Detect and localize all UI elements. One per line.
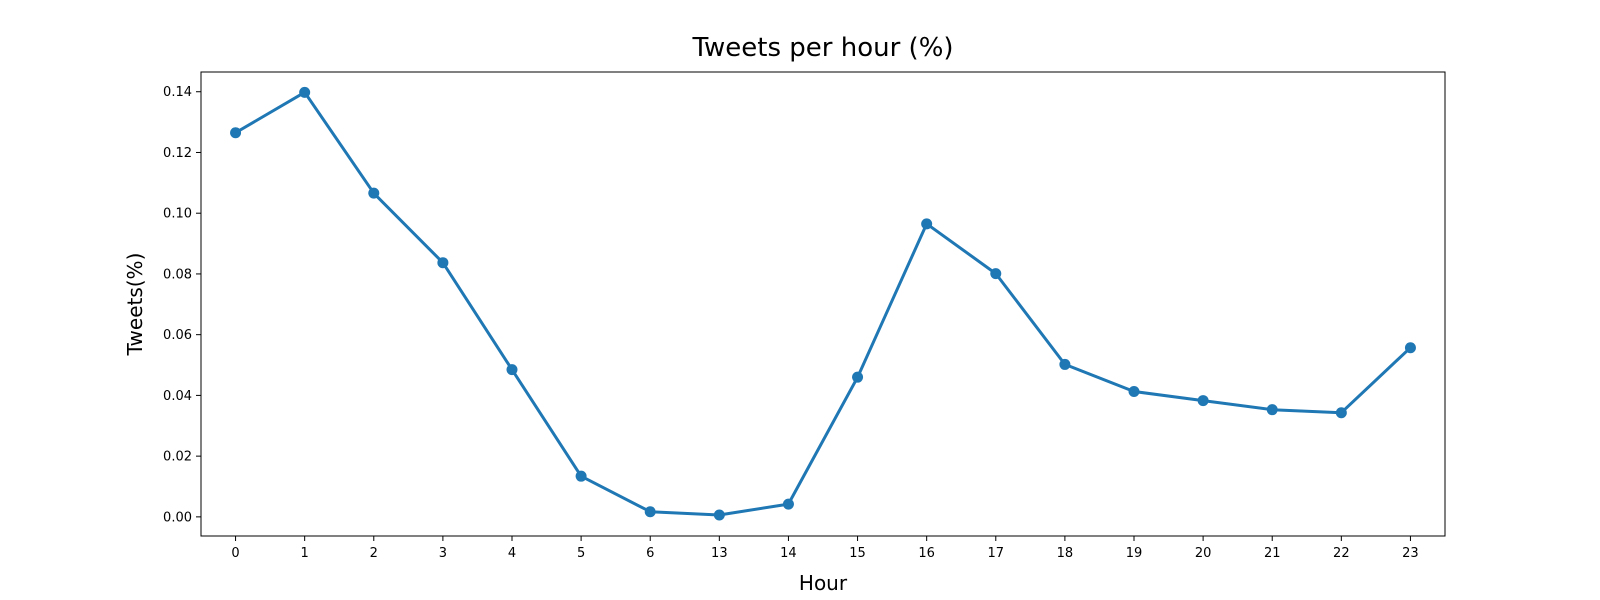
y-tick-label: 0.06: [163, 328, 192, 343]
x-tick-label: 15: [849, 546, 866, 561]
series-line: [234, 90, 1412, 517]
y-tick-label: 0.08: [163, 267, 192, 282]
data-point: [644, 506, 656, 518]
x-tick-label: 3: [439, 546, 447, 561]
y-tick-label: 0.02: [163, 450, 192, 465]
chart-title: Tweets per hour (%): [691, 33, 953, 63]
x-tick-label: 5: [577, 546, 585, 561]
data-point: [437, 257, 449, 269]
data-point: [1197, 395, 1209, 407]
y-tick-label: 0.00: [163, 510, 192, 525]
data-point: [782, 498, 794, 510]
x-tick-label: 21: [1264, 546, 1281, 561]
y-tick-label: 0.14: [163, 85, 192, 100]
data-point: [1266, 404, 1278, 416]
data-point: [1404, 342, 1416, 354]
data-point: [990, 268, 1002, 280]
x-tick-label: 19: [1126, 546, 1143, 561]
data-point: [713, 509, 725, 521]
y-axis-title: Tweets(%): [123, 253, 147, 357]
x-tick-label: 14: [780, 546, 797, 561]
x-tick-label: 1: [301, 546, 309, 561]
x-tick-label: 23: [1402, 546, 1419, 561]
y-tick-label: 0.10: [163, 207, 192, 222]
x-tick-label: 2: [370, 546, 378, 561]
x-tick-label: 16: [918, 546, 935, 561]
data-point: [1128, 385, 1140, 397]
y-tick-label: 0.12: [163, 146, 192, 161]
data-point: [230, 127, 242, 139]
x-axis-title: Hour: [799, 571, 848, 595]
x-tick-label: 6: [646, 546, 654, 561]
y-tick-label: 0.04: [163, 389, 192, 404]
data-point: [506, 364, 518, 376]
data-point: [368, 187, 380, 199]
x-tick-label: 20: [1195, 546, 1212, 561]
data-point: [575, 470, 587, 482]
x-tick-label: 18: [1057, 546, 1074, 561]
data-point: [921, 218, 933, 230]
x-tick-label: 22: [1333, 546, 1350, 561]
x-tick-label: 13: [711, 546, 728, 561]
data-point: [299, 86, 311, 98]
data-point: [1059, 358, 1071, 370]
plot-frame: [200, 71, 1446, 537]
x-tick-label: 0: [231, 546, 239, 561]
data-point: [852, 371, 864, 383]
data-point: [1335, 407, 1347, 419]
x-tick-label: 17: [988, 546, 1005, 561]
x-tick-label: 4: [508, 546, 516, 561]
plot-area: 0.000.020.040.060.080.100.120.140 1 2 3 4 5 6 1…: [163, 71, 1446, 561]
